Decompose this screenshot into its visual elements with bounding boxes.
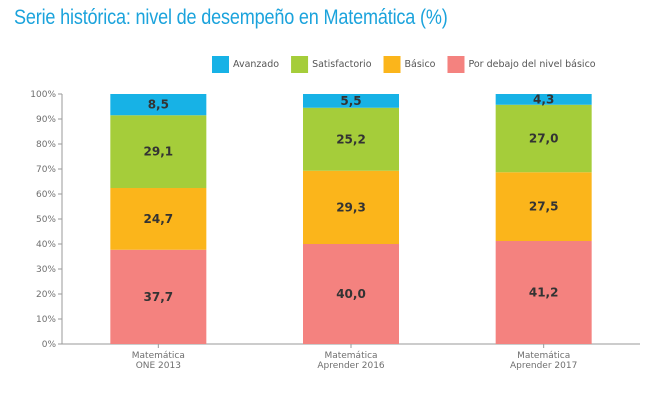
y-tick-label: 10% [36,315,56,325]
legend-label: Avanzado [233,59,279,70]
data-label: 29,3 [336,200,366,214]
data-label: 4,3 [533,92,554,106]
chart-title: Serie histórica: nivel de desempeño en M… [14,6,448,29]
x-tick-label: Matemática [132,351,185,361]
data-label: 37,7 [144,290,174,304]
y-tick-label: 70% [36,165,56,175]
x-tick-label: Aprender 2016 [317,361,385,371]
data-label: 27,5 [529,200,559,214]
y-tick-label: 20% [36,290,56,300]
data-label: 40,0 [336,287,366,301]
data-label: 41,2 [529,286,559,300]
data-label: 27,0 [529,132,559,146]
bar-segment [495,94,592,105]
x-tick-label: Aprender 2017 [510,361,577,371]
y-tick-label: 90% [36,115,56,125]
legend-swatch [383,56,401,73]
x-tick-label: ONE 2013 [136,361,181,371]
legend-label: Satisfactorio [312,59,372,70]
bar-segment [495,104,592,173]
legend-label: Básico [405,59,436,70]
y-tick-label: 40% [36,240,56,250]
y-tick-label: 0% [42,340,57,350]
legend-swatch [447,56,465,73]
y-tick-label: 60% [36,190,56,200]
bar-segment [110,188,207,250]
legend-label: Por debajo del nivel básico [468,59,595,70]
bar-segment [110,249,207,344]
x-tick-label: Matemática [324,351,377,361]
y-tick-label: 50% [36,215,56,225]
bar-segment [303,244,399,344]
bar-segment [303,94,399,108]
bar-segment [110,115,207,188]
legend-swatch [291,56,309,73]
data-label: 8,5 [148,98,169,112]
data-label: 24,7 [144,212,174,226]
bar-segment [110,94,207,116]
y-tick-label: 80% [36,140,56,150]
y-tick-label: 30% [36,265,56,275]
data-label: 29,1 [144,145,174,159]
bar-segment [303,170,399,244]
data-label: 25,2 [336,132,366,146]
data-label: 5,5 [340,94,361,108]
legend-swatch [212,56,229,73]
bar-segment [303,107,399,171]
bar-segment [495,241,592,344]
bar-segment [495,172,592,241]
y-tick-label: 100% [30,90,56,100]
x-tick-label: Matemática [517,351,570,361]
